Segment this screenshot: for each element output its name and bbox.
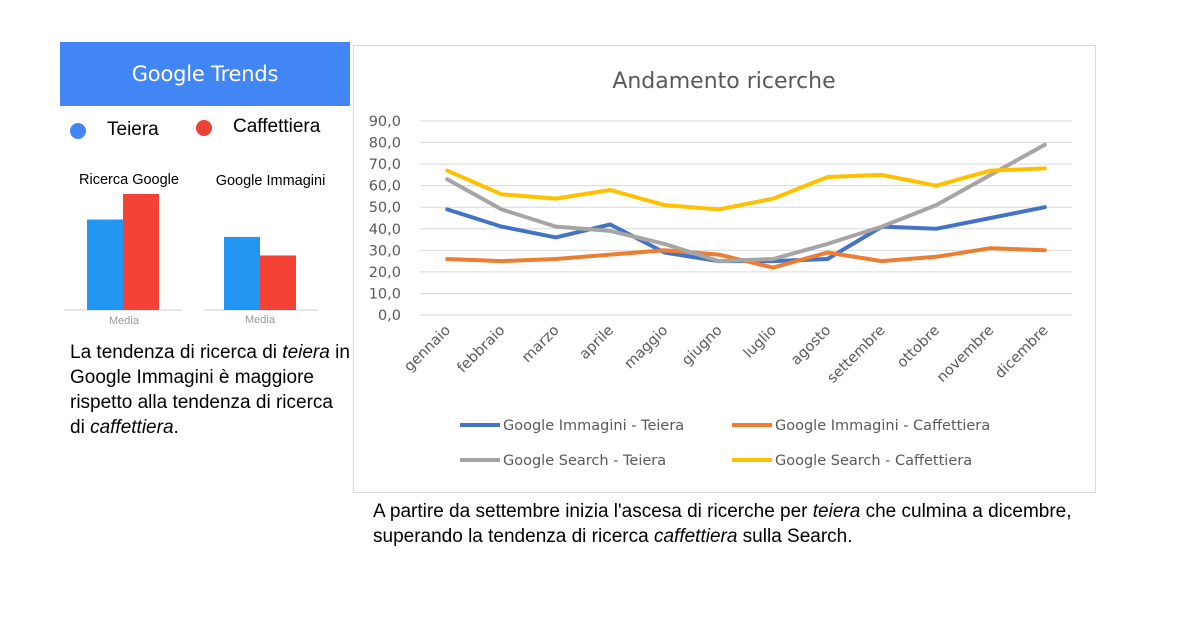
caffettiera-legend-label: Caffettiera [233,116,321,137]
y-tick-label: 20,0 [369,265,401,281]
mini-bar-caffettiera [260,255,296,310]
x-tick-label: agosto [788,322,834,368]
line-chart-panel: Andamento ricerche 0,0 10,0 20,0 30,0 40,0 50… [353,45,1096,493]
x-tick-label: novembre [934,322,997,385]
bottom-text-part1: A partire da settembre inizia l'ascesa d… [373,501,813,522]
series-line-3 [445,166,1047,212]
y-tick-label: 50,0 [369,200,401,216]
series-line-1 [445,246,1047,270]
x-tick-label: dicembre [992,322,1051,381]
left-text-part2: in Google Immagini è maggiore rispetto a… [70,342,350,438]
y-tick-label: 10,0 [369,286,401,302]
teiera-legend-label: Teiera [107,119,159,140]
mini-bar-caffettiera [123,194,159,310]
legend-label-0: Google Immagini - Teiera [503,418,684,434]
legend-label-1: Google Immagini - Caffettiera [775,418,990,434]
left-text-em1: teiera [282,342,330,363]
x-tick-label: gennaio [401,322,454,375]
y-tick-label: 80,0 [369,136,401,152]
series-line-2 [445,142,1047,264]
google-trends-logo: Google Trends [131,62,279,86]
bottom-text-em2: caffettiera [653,526,738,547]
left-description: La tendenza di ricerca di teiera in Goog… [70,340,350,440]
y-tick-label: 30,0 [369,243,401,259]
y-tick-label: 60,0 [369,179,401,195]
bottom-text-part2: che culmina a dicembre, superando la ten… [373,501,1072,547]
left-text-part1: La tendenza di ricerca di [70,342,283,363]
x-tick-label: febbraio [454,322,508,376]
mini-bar-teiera [87,219,123,310]
teiera-legend-dot [70,123,86,139]
x-tick-label: luglio [741,322,780,361]
google-trends-header: Google Trends [60,42,350,106]
x-tick-label: giugno [679,322,726,369]
y-tick-label: 70,0 [369,157,401,173]
x-tick-label: maggio [622,322,672,372]
chart-title: Andamento ricerche [612,69,835,94]
left-text-part3: . [173,417,179,438]
bottom-description: A partire da settembre inizia l'ascesa d… [373,499,1093,549]
y-tick-label: 90,0 [369,114,401,130]
x-tick-label: ottobre [894,322,943,371]
left-text-em2: caffettiera [90,417,174,438]
x-tick-label: marzo [519,322,563,366]
x-tick-label: aprile [577,322,617,362]
x-tick-label: settembre [825,322,889,386]
bottom-text-em1: teiera [812,501,861,522]
y-tick-label: 40,0 [369,222,401,238]
y-tick-label: 0,0 [378,308,401,324]
mini-bar-teiera [224,236,260,310]
mini-chart-title-google-immagini: Google Immagini [215,173,326,189]
bottom-text-part3: sulla Search. [737,526,853,547]
mini-axis-label-google-immagini: Media [245,314,275,326]
legend-label-2: Google Search - Teiera [503,453,666,469]
mini-bar-charts [64,194,318,311]
mini-axis-label-ricerca-google: Media [109,315,139,327]
legend-label-3: Google Search - Caffettiera [775,453,972,469]
caffettiera-legend-dot [196,120,212,136]
line-chart: Andamento ricerche 0,0 10,0 20,0 30,0 40,0 50… [369,69,1072,469]
mini-chart-title-ricerca-google: Ricerca Google [79,172,179,188]
